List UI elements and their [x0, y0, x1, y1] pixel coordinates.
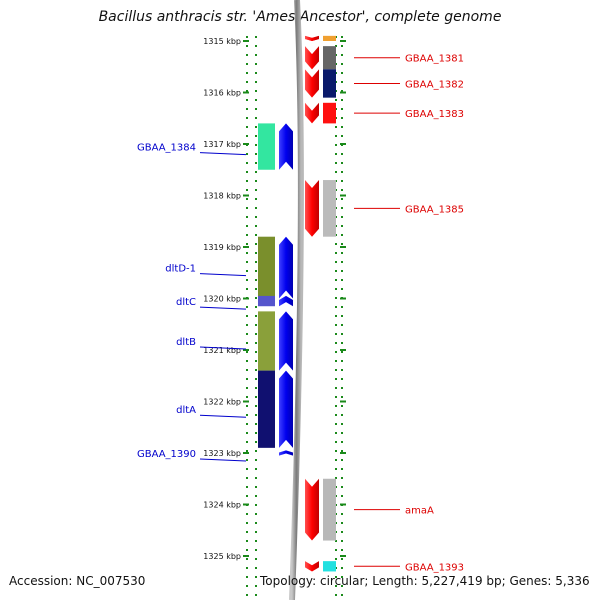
- gene-label-plus: GBAA_1384: [137, 143, 196, 154]
- tick-label: 1318 kbp: [203, 192, 241, 201]
- gene-arrow-minus: [305, 561, 319, 572]
- tick-label: 1316 kbp: [203, 89, 241, 98]
- sequence-backbone: [289, 0, 305, 600]
- gene-label-plus: GBAA_1390: [137, 449, 196, 460]
- gene-feature-box: [258, 295, 275, 307]
- gene-feature-box: [258, 311, 275, 371]
- gene-arrow-plus: [279, 370, 293, 448]
- gene-label-leader: [199, 346, 247, 350]
- genes-layer: [258, 35, 336, 572]
- gene-feature-box: [323, 180, 336, 237]
- accession-text: Accession: NC_007530: [9, 574, 146, 588]
- gene-label-leader: [199, 458, 247, 462]
- gene-feature-box: [258, 236, 275, 299]
- gene-label-minus: amaA: [405, 506, 434, 517]
- gene-arrow-minus: [305, 102, 319, 124]
- gene-label-minus: GBAA_1382: [405, 79, 464, 90]
- gene-arrow-plus: [279, 311, 293, 371]
- tick-label: 1322 kbp: [203, 398, 241, 407]
- tick-label: 1325 kbp: [203, 552, 241, 561]
- tick-label: 1323 kbp: [203, 449, 241, 458]
- gene-feature-box: [258, 123, 275, 170]
- gene-arrow-minus: [305, 35, 319, 41]
- gene-feature-box: [323, 46, 336, 70]
- gene-arrow-minus: [305, 69, 319, 98]
- gene-feature-box: [323, 69, 336, 98]
- backbone-layer: [289, 0, 305, 600]
- gene-feature-box: [323, 561, 336, 572]
- gene-label-minus: GBAA_1381: [405, 54, 464, 65]
- tick-label: 1320 kbp: [203, 295, 241, 304]
- gene-arrow-plus: [279, 450, 293, 456]
- labels-layer: GBAA_1384 dltD-1 dltC dltB dltA GBAA_1390 GBAA…: [137, 54, 464, 574]
- tick-label: 1317 kbp: [203, 140, 241, 149]
- ticks-layer: 1315 kbp 1316 kbp 1317 kbp 1318 kbp 1319 kbp…: [203, 37, 346, 561]
- gene-label-minus: GBAA_1385: [405, 204, 464, 215]
- gene-label-leader: [199, 306, 247, 310]
- gene-feature-box: [323, 478, 336, 541]
- topology-text: Topology: circular; Length: 5,227,419 bp…: [260, 574, 590, 588]
- gene-label-leader: [199, 273, 247, 277]
- gene-feature-box: [323, 102, 336, 124]
- gene-feature-box: [258, 370, 275, 448]
- gene-arrow-plus: [279, 123, 293, 170]
- gene-arrow-minus: [305, 478, 319, 541]
- gene-arrow-plus: [279, 236, 293, 299]
- gene-label-minus: GBAA_1383: [405, 109, 464, 120]
- tick-label: 1324 kbp: [203, 501, 241, 510]
- gene-label-plus: dltB: [176, 337, 196, 348]
- gene-arrow-plus: [279, 295, 293, 307]
- gene-label-plus: dltD-1: [165, 264, 196, 275]
- gene-label-plus: dltA: [176, 405, 196, 416]
- gene-label-minus: GBAA_1393: [405, 562, 464, 573]
- gene-label-leader: [199, 152, 247, 156]
- tick-label: 1315 kbp: [203, 37, 241, 46]
- gene-feature-box: [323, 35, 336, 41]
- gene-arrow-minus: [305, 46, 319, 70]
- gene-arrow-minus: [305, 180, 319, 237]
- gene-label-leader: [199, 414, 247, 418]
- tick-label: 1321 kbp: [203, 346, 241, 355]
- gene-label-plus: dltC: [176, 297, 196, 308]
- tick-label: 1319 kbp: [203, 243, 241, 252]
